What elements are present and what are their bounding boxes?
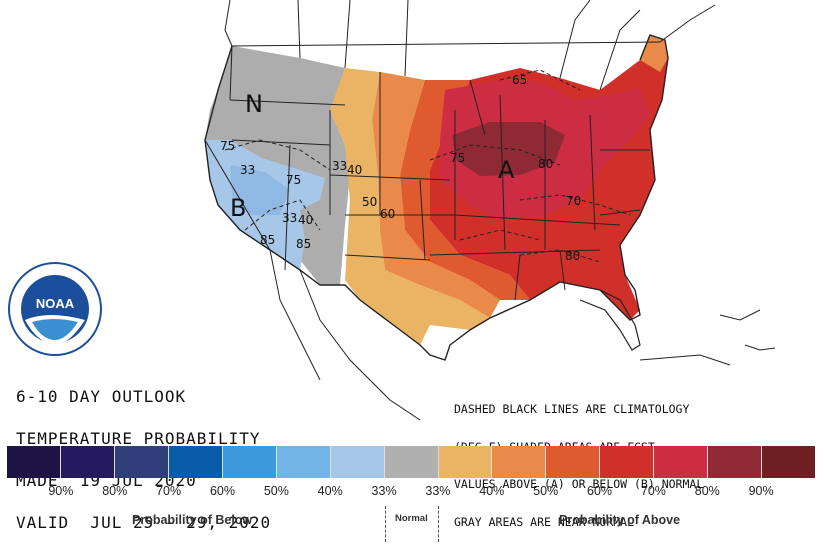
- legend-tick-label: 80%: [102, 484, 128, 498]
- above-33-region: [330, 68, 490, 345]
- legend-swatch: [600, 446, 655, 478]
- contour-label: 75: [286, 173, 301, 187]
- normal-divider-right: [438, 506, 439, 542]
- legend-tick-label: 33%: [425, 484, 451, 498]
- notes-line: VALUES ABOVE (A) OR BELOW (B) NORMAL: [454, 477, 704, 491]
- contour-label: 65: [512, 73, 527, 87]
- legend-swatch: [654, 446, 709, 478]
- canada-borders: [224, 0, 716, 91]
- above-40-region: [372, 72, 500, 318]
- legend-swatch: [762, 446, 816, 478]
- legend-tick-label: 50%: [263, 484, 289, 498]
- contour-label: 80: [538, 157, 553, 171]
- below-letter: B: [230, 194, 246, 222]
- legend-swatch: [708, 446, 763, 478]
- normal-label: Normal: [395, 513, 428, 524]
- contour-label: 85: [296, 237, 311, 251]
- contour-label: 75: [450, 151, 465, 165]
- legend-color-bar: [7, 446, 816, 478]
- legend-swatch: [546, 446, 601, 478]
- contour-label: 85: [260, 233, 275, 247]
- contour-label: 40: [347, 163, 362, 177]
- legend-swatch: [330, 446, 385, 478]
- legend-tick-label: 60%: [209, 484, 235, 498]
- above-50-region: [400, 80, 530, 300]
- legend-tick-label: 40%: [479, 484, 505, 498]
- normal-divider-left: [385, 506, 386, 542]
- contour-label: 40: [298, 213, 313, 227]
- legend-swatch: [168, 446, 223, 478]
- legend-tick-label: 70%: [640, 484, 666, 498]
- legend-tick-labels: 90% 80% 70% 60% 50% 40% 33% 33% 40% 50% 60% 70% 80% 9…: [0, 484, 826, 500]
- below-normal-core-region: [230, 165, 290, 215]
- contour-label: 33: [240, 163, 255, 177]
- contour-label: 33: [282, 211, 297, 225]
- outlook-subtitle-line: TEMPERATURE PROBABILITY: [16, 429, 261, 448]
- outlook-title-line: 6-10 DAY OUTLOOK: [16, 387, 187, 406]
- legend-swatch: [384, 446, 439, 478]
- probability-above-label: Probability of Above: [559, 513, 681, 527]
- legend-swatch: [60, 446, 115, 478]
- map-notes-block: DASHED BLACK LINES ARE CLIMATOLOGY (DEG …: [454, 378, 703, 541]
- above-80-region: [452, 122, 565, 176]
- legend-tick-label: 90%: [748, 484, 774, 498]
- legend-swatch: [492, 446, 547, 478]
- legend-tick-label: 70%: [156, 484, 182, 498]
- legend-tick-label: 80%: [694, 484, 720, 498]
- notes-line: GRAY AREAS ARE NEAR-NORMAL: [454, 514, 635, 529]
- contour-label: 70: [566, 194, 581, 208]
- above-letter: A: [498, 156, 515, 184]
- legend-tick-label: 90%: [48, 484, 74, 498]
- us-outline: [204, 34, 669, 361]
- legend-swatch: [222, 446, 277, 478]
- contour-label: 80: [565, 249, 580, 263]
- contour-label: 75: [220, 139, 235, 153]
- mexico-outline: [269, 249, 421, 421]
- noaa-logo: NOAA: [8, 262, 102, 356]
- contour-label: 60: [380, 207, 395, 221]
- legend-tick-label: 40%: [317, 484, 343, 498]
- legend-tick-label: 33%: [371, 484, 397, 498]
- logo-text: NOAA: [36, 296, 75, 311]
- florida-outline: [579, 289, 641, 351]
- legend-swatch: [7, 446, 61, 478]
- legend-tick-label: 50%: [533, 484, 559, 498]
- caribbean-outlines: [639, 309, 776, 366]
- legend-swatch: [276, 446, 331, 478]
- legend-swatch: [438, 446, 493, 478]
- contour-label: 33: [332, 159, 347, 173]
- near-normal-letter: N: [245, 90, 263, 118]
- legend-swatch: [114, 446, 169, 478]
- legend-tick-label: 60%: [587, 484, 613, 498]
- outlook-valid-line: VALID JUL 25 - 29, 2020: [16, 513, 272, 532]
- probability-below-label: Probability of Below: [132, 513, 253, 527]
- notes-line: DASHED BLACK LINES ARE CLIMATOLOGY: [454, 402, 690, 416]
- climatology-lines: [224, 69, 631, 263]
- contour-label: 50: [362, 195, 377, 209]
- temperature-outlook-map: N B A 75 33 75 33 40 50 60 33 40 85 85 7…: [204, 0, 776, 421]
